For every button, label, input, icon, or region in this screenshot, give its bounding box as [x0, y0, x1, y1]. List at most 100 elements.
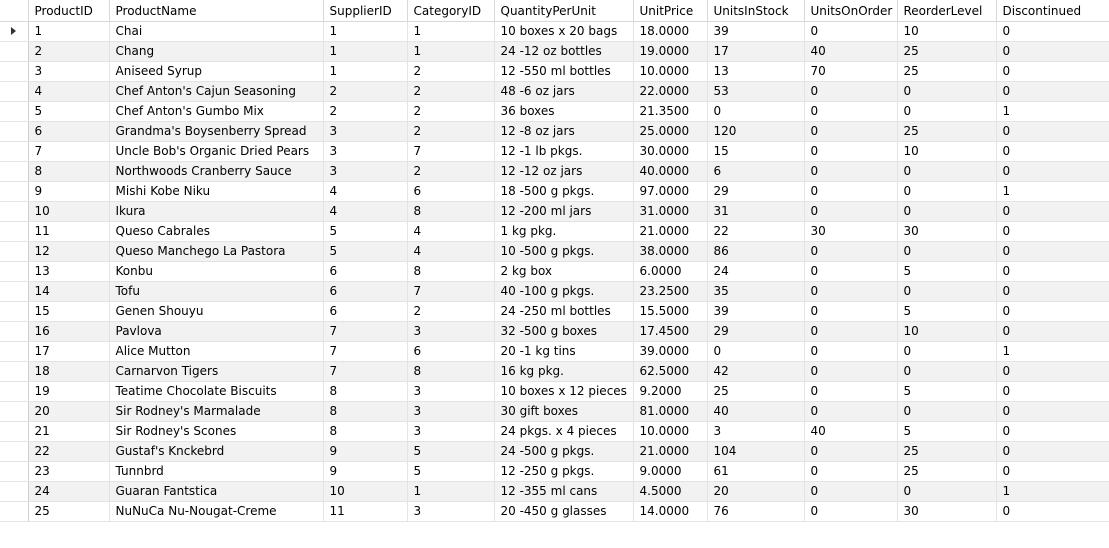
table-row[interactable]: 4 Chef Anton's Cajun Seasoning 2 2 48 -6 oz …	[0, 81, 1109, 102]
cell-discontinued[interactable]: 0	[996, 441, 1109, 462]
cell-quantityperunit[interactable]: 12 -1 lb pkgs.	[494, 141, 634, 162]
cell-quantityperunit[interactable]: 24 -12 oz bottles	[494, 41, 634, 62]
cell-categoryid[interactable]: 1	[407, 481, 495, 502]
cell-productid[interactable]: 23	[28, 461, 110, 482]
cell-supplierid[interactable]: 9	[323, 461, 408, 482]
cell-supplierid[interactable]: 8	[323, 381, 408, 402]
cell-productid[interactable]: 14	[28, 281, 110, 302]
cell-quantityperunit[interactable]: 24 pkgs. x 4 pieces	[494, 421, 634, 442]
cell-quantityperunit[interactable]: 12 -355 ml cans	[494, 481, 634, 502]
cell-discontinued[interactable]: 0	[996, 301, 1109, 322]
column-header-categoryid[interactable]: CategoryID	[407, 0, 495, 22]
cell-unitprice[interactable]: 21.0000	[633, 441, 708, 462]
cell-unitsinstock[interactable]: 53	[707, 81, 805, 102]
row-selector[interactable]	[0, 241, 29, 262]
table-row[interactable]: 11 Queso Cabrales 5 4 1 kg pkg. 21.0000 22 30 30…	[0, 221, 1109, 242]
cell-categoryid[interactable]: 3	[407, 401, 495, 422]
cell-productid[interactable]: 16	[28, 321, 110, 342]
cell-categoryid[interactable]: 2	[407, 61, 495, 82]
cell-quantityperunit[interactable]: 32 -500 g boxes	[494, 321, 634, 342]
column-header-quantityperunit[interactable]: QuantityPerUnit	[494, 0, 634, 22]
cell-productname[interactable]: Guaran Fantstica	[109, 481, 324, 502]
cell-unitsonorder[interactable]: 0	[804, 21, 898, 42]
cell-unitprice[interactable]: 14.0000	[633, 501, 708, 522]
cell-productname[interactable]: Uncle Bob's Organic Dried Pears	[109, 141, 324, 162]
cell-reorderlevel[interactable]: 5	[897, 421, 997, 442]
cell-reorderlevel[interactable]: 10	[897, 21, 997, 42]
cell-quantityperunit[interactable]: 1 kg pkg.	[494, 221, 634, 242]
cell-categoryid[interactable]: 2	[407, 301, 495, 322]
cell-categoryid[interactable]: 3	[407, 321, 495, 342]
cell-discontinued[interactable]: 1	[996, 181, 1109, 202]
cell-categoryid[interactable]: 3	[407, 421, 495, 442]
cell-reorderlevel[interactable]: 10	[897, 321, 997, 342]
cell-supplierid[interactable]: 3	[323, 161, 408, 182]
cell-quantityperunit[interactable]: 36 boxes	[494, 101, 634, 122]
cell-quantityperunit[interactable]: 10 boxes x 20 bags	[494, 21, 634, 42]
row-selector[interactable]	[0, 421, 29, 442]
row-selector[interactable]	[0, 341, 29, 362]
cell-discontinued[interactable]: 0	[996, 61, 1109, 82]
cell-productid[interactable]: 4	[28, 81, 110, 102]
cell-unitsonorder[interactable]: 0	[804, 501, 898, 522]
cell-unitprice[interactable]: 97.0000	[633, 181, 708, 202]
cell-unitprice[interactable]: 21.0000	[633, 221, 708, 242]
cell-unitsinstock[interactable]: 24	[707, 261, 805, 282]
cell-unitprice[interactable]: 62.5000	[633, 361, 708, 382]
cell-unitprice[interactable]: 25.0000	[633, 121, 708, 142]
table-row[interactable]: 9 Mishi Kobe Niku 4 6 18 -500 g pkgs. 97.0000…	[0, 181, 1109, 202]
cell-supplierid[interactable]: 1	[323, 61, 408, 82]
cell-reorderlevel[interactable]: 25	[897, 61, 997, 82]
cell-reorderlevel[interactable]: 0	[897, 481, 997, 502]
cell-quantityperunit[interactable]: 2 kg box	[494, 261, 634, 282]
cell-unitsinstock[interactable]: 76	[707, 501, 805, 522]
table-row[interactable]: 10 Ikura 4 8 12 -200 ml jars 31.0000 31 0 0 0	[0, 201, 1109, 222]
cell-unitsinstock[interactable]: 13	[707, 61, 805, 82]
cell-reorderlevel[interactable]: 0	[897, 341, 997, 362]
cell-productname[interactable]: Queso Cabrales	[109, 221, 324, 242]
cell-unitprice[interactable]: 15.5000	[633, 301, 708, 322]
cell-reorderlevel[interactable]: 25	[897, 461, 997, 482]
cell-unitsinstock[interactable]: 120	[707, 121, 805, 142]
cell-reorderlevel[interactable]: 25	[897, 121, 997, 142]
cell-unitsinstock[interactable]: 31	[707, 201, 805, 222]
cell-supplierid[interactable]: 1	[323, 21, 408, 42]
cell-unitprice[interactable]: 21.3500	[633, 101, 708, 122]
cell-productname[interactable]: Tunnbrd	[109, 461, 324, 482]
cell-productname[interactable]: Gustaf's Knckebrd	[109, 441, 324, 462]
table-row[interactable]: 6 Grandma's Boysenberry Spread 3 2 12 -8 oz …	[0, 121, 1109, 142]
cell-productname[interactable]: Pavlova	[109, 321, 324, 342]
cell-supplierid[interactable]: 3	[323, 121, 408, 142]
cell-categoryid[interactable]: 1	[407, 21, 495, 42]
row-selector[interactable]	[0, 121, 29, 142]
row-selector[interactable]	[0, 201, 29, 222]
cell-categoryid[interactable]: 7	[407, 141, 495, 162]
cell-unitsinstock[interactable]: 29	[707, 181, 805, 202]
cell-categoryid[interactable]: 5	[407, 461, 495, 482]
cell-unitsonorder[interactable]: 0	[804, 441, 898, 462]
cell-quantityperunit[interactable]: 12 -200 ml jars	[494, 201, 634, 222]
cell-unitsonorder[interactable]: 0	[804, 261, 898, 282]
cell-quantityperunit[interactable]: 30 gift boxes	[494, 401, 634, 422]
column-header-supplierid[interactable]: SupplierID	[323, 0, 408, 22]
cell-categoryid[interactable]: 4	[407, 241, 495, 262]
cell-productid[interactable]: 5	[28, 101, 110, 122]
cell-quantityperunit[interactable]: 12 -250 g pkgs.	[494, 461, 634, 482]
cell-productid[interactable]: 21	[28, 421, 110, 442]
cell-unitsinstock[interactable]: 104	[707, 441, 805, 462]
cell-unitprice[interactable]: 31.0000	[633, 201, 708, 222]
cell-supplierid[interactable]: 2	[323, 101, 408, 122]
cell-productname[interactable]: Chang	[109, 41, 324, 62]
cell-reorderlevel[interactable]: 0	[897, 101, 997, 122]
cell-discontinued[interactable]: 0	[996, 381, 1109, 402]
table-row[interactable]: 20 Sir Rodney's Marmalade 8 3 30 gift boxes 8…	[0, 401, 1109, 422]
cell-categoryid[interactable]: 8	[407, 261, 495, 282]
cell-quantityperunit[interactable]: 24 -500 g pkgs.	[494, 441, 634, 462]
cell-unitsonorder[interactable]: 0	[804, 301, 898, 322]
cell-productid[interactable]: 19	[28, 381, 110, 402]
cell-supplierid[interactable]: 7	[323, 341, 408, 362]
cell-unitprice[interactable]: 39.0000	[633, 341, 708, 362]
cell-unitprice[interactable]: 23.2500	[633, 281, 708, 302]
table-row[interactable]: 15 Genen Shouyu 6 2 24 -250 ml bottles 15.500…	[0, 301, 1109, 322]
cell-unitsonorder[interactable]: 40	[804, 421, 898, 442]
